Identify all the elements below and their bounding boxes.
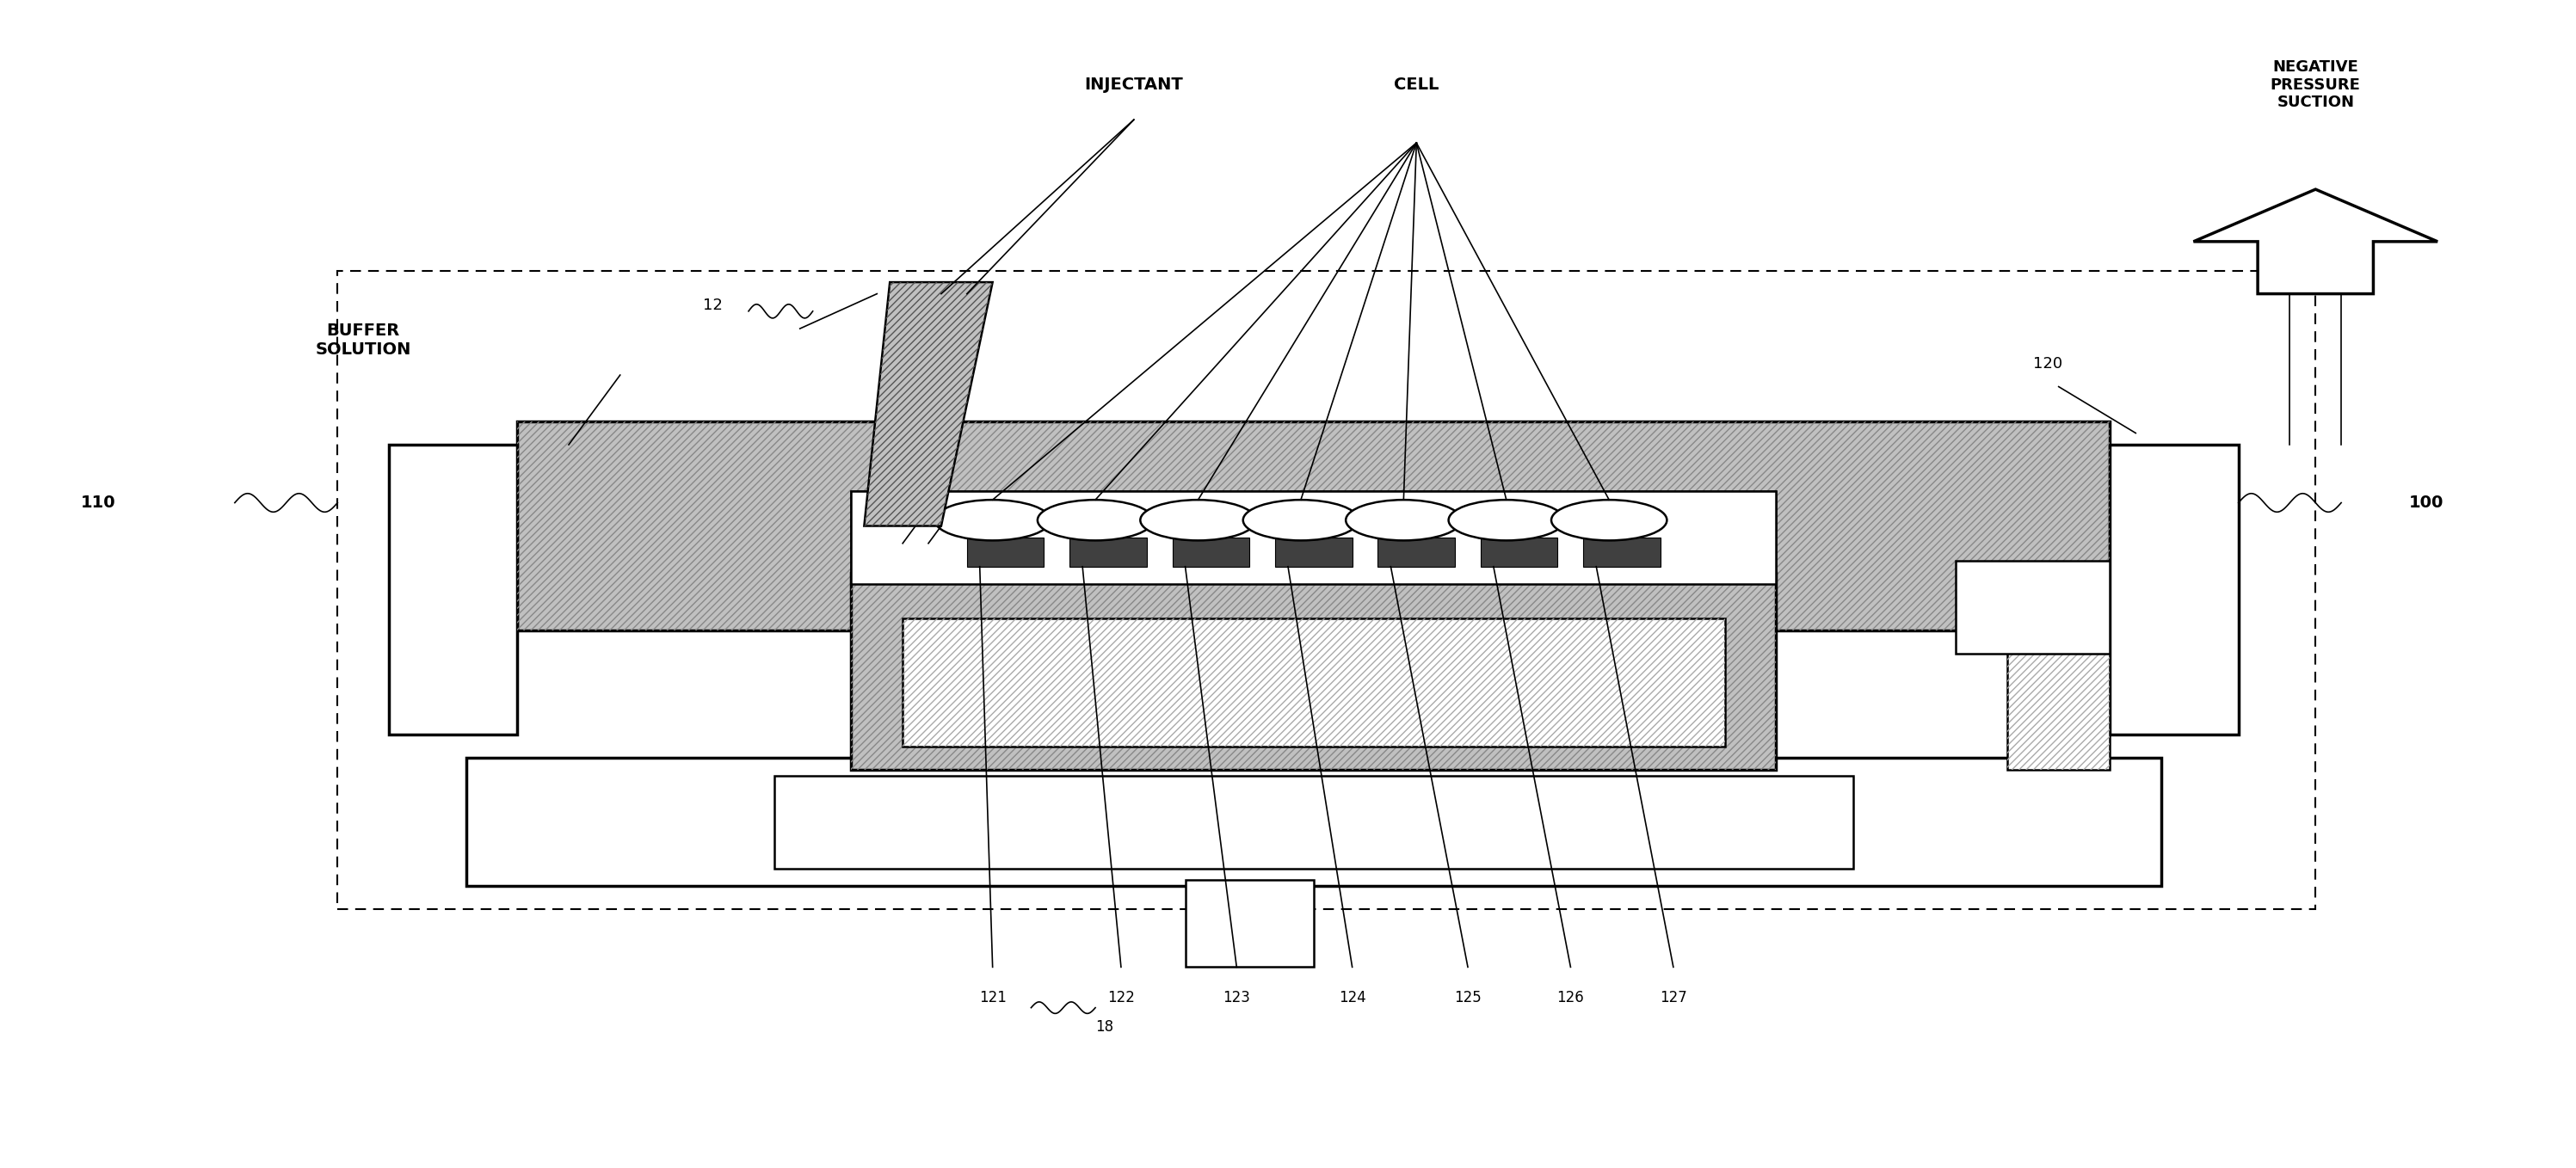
Bar <box>850 491 1775 584</box>
Bar <box>850 572 1775 770</box>
Bar <box>389 445 518 735</box>
Text: 122: 122 <box>1108 990 1136 1006</box>
Bar <box>1172 537 1249 566</box>
Bar <box>775 776 1852 868</box>
Text: 127: 127 <box>1659 990 1687 1006</box>
Text: 12: 12 <box>703 298 724 313</box>
Bar <box>902 619 1726 746</box>
Text: INJECTANT: INJECTANT <box>1084 77 1182 93</box>
Ellipse shape <box>1244 500 1358 541</box>
Bar <box>1481 537 1558 566</box>
Bar <box>966 537 1043 566</box>
Text: 100: 100 <box>2409 494 2445 510</box>
Text: 124: 124 <box>1340 990 1365 1006</box>
Bar <box>1584 537 1662 566</box>
Text: 121: 121 <box>979 990 1007 1006</box>
Bar <box>466 758 2161 885</box>
Bar <box>2007 631 2110 770</box>
Text: NEGATIVE
PRESSURE
SUCTION: NEGATIVE PRESSURE SUCTION <box>2269 60 2360 111</box>
Ellipse shape <box>1038 500 1154 541</box>
Text: 120: 120 <box>2032 356 2063 371</box>
Bar <box>1275 537 1352 566</box>
Bar <box>850 491 1775 584</box>
Text: BUFFER
SOLUTION: BUFFER SOLUTION <box>314 322 412 357</box>
Bar <box>2007 631 2110 770</box>
Bar <box>1378 537 1455 566</box>
Bar <box>902 619 1726 746</box>
Polygon shape <box>863 283 992 526</box>
Text: 110: 110 <box>80 494 116 510</box>
Bar <box>1069 537 1146 566</box>
FancyBboxPatch shape <box>1185 880 1314 967</box>
FancyArrow shape <box>2195 189 2437 294</box>
Bar <box>518 422 2110 631</box>
Bar <box>1955 561 2110 654</box>
Bar <box>337 271 2316 909</box>
Bar <box>2110 445 2239 735</box>
Text: 125: 125 <box>1455 990 1481 1006</box>
Ellipse shape <box>1141 500 1257 541</box>
Ellipse shape <box>1345 500 1461 541</box>
Bar <box>518 422 2110 631</box>
Text: 126: 126 <box>1556 990 1584 1006</box>
Ellipse shape <box>1448 500 1564 541</box>
Bar <box>850 572 1775 770</box>
Ellipse shape <box>935 500 1051 541</box>
Ellipse shape <box>1551 500 1667 541</box>
Text: 123: 123 <box>1224 990 1249 1006</box>
Text: CELL: CELL <box>1394 77 1440 93</box>
Text: 18: 18 <box>1095 1020 1113 1035</box>
